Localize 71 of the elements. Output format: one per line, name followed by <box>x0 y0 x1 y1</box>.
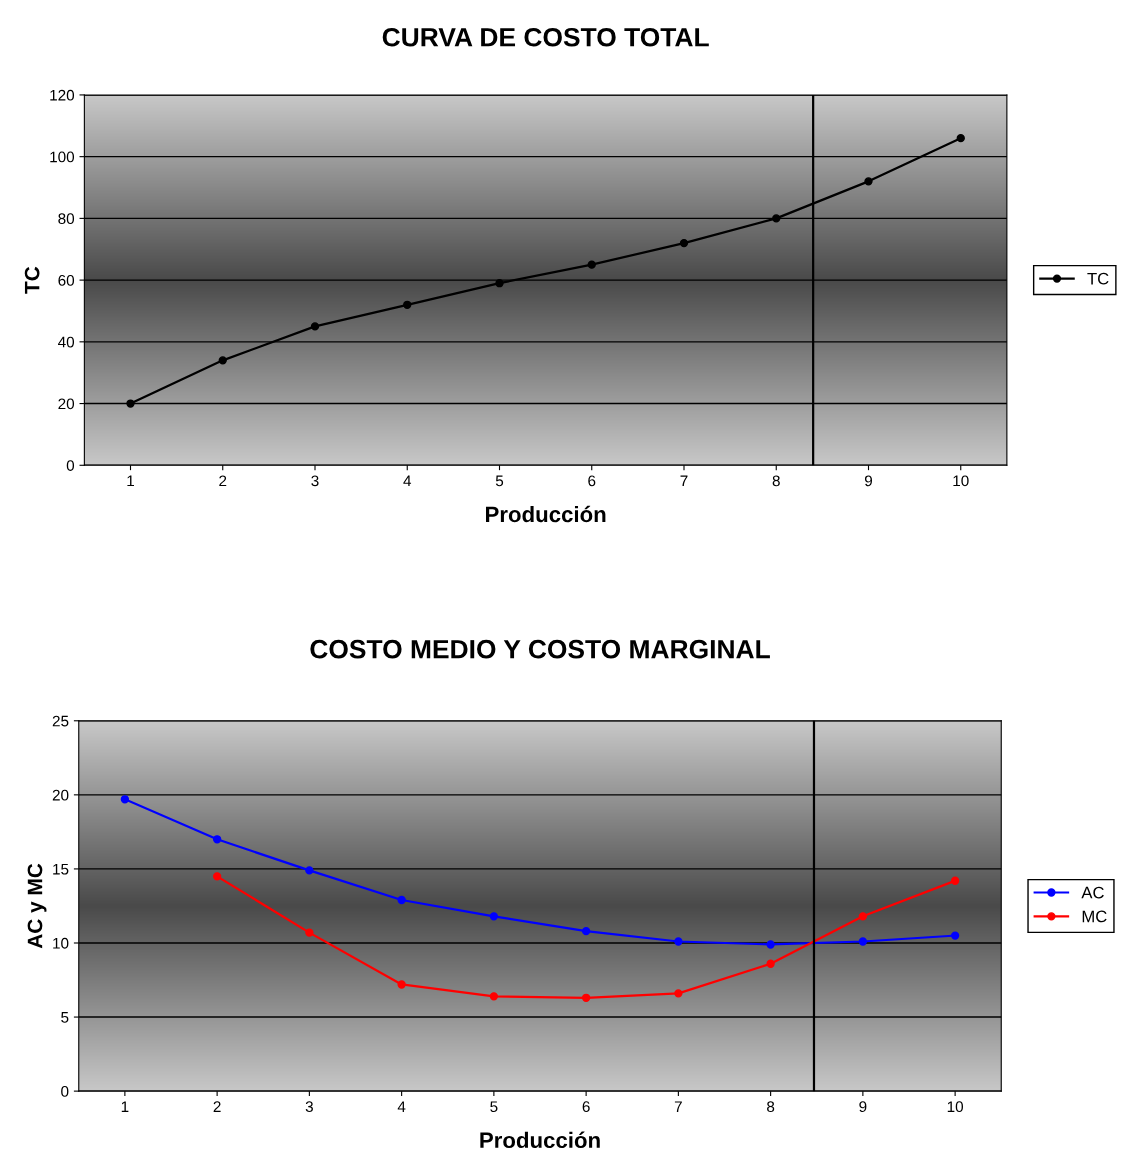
point <box>772 214 781 223</box>
y-tick-label: 80 <box>58 213 75 225</box>
point <box>305 928 314 937</box>
point <box>120 795 130 804</box>
legend-label: MC <box>1082 910 1107 923</box>
x-tick-label: 7 <box>680 475 688 487</box>
x-tick-label: 5 <box>490 1101 498 1113</box>
y-axis-title: AC y MC <box>27 863 47 949</box>
x-tick-label: 9 <box>859 1101 867 1113</box>
point <box>305 866 314 875</box>
x-tick-label: 8 <box>767 1101 775 1113</box>
point <box>310 322 320 331</box>
x-tick-label: 1 <box>127 475 134 487</box>
x-tick-label: 10 <box>953 475 969 487</box>
point <box>403 300 412 309</box>
legend-label: AC <box>1081 886 1104 899</box>
x-tick-label: 6 <box>582 1101 590 1113</box>
x-tick-label: 2 <box>213 1101 221 1112</box>
chart-title: CURVA DE COSTO TOTAL <box>382 27 709 47</box>
point <box>212 835 222 844</box>
y-tick-label: 120 <box>50 89 75 101</box>
y-tick-label: 5 <box>61 1012 69 1023</box>
y-tick-label: 20 <box>58 398 75 410</box>
x-tick-label: 8 <box>772 475 780 487</box>
x-tick-label: 10 <box>947 1101 964 1113</box>
x-tick-label: 4 <box>397 1101 406 1112</box>
point <box>581 926 591 936</box>
point <box>950 931 960 940</box>
point <box>766 959 775 968</box>
x-tick-label: 4 <box>403 475 412 487</box>
y-tick-label: 0 <box>66 460 75 471</box>
y-tick-label: 40 <box>58 336 75 348</box>
y-tick-label: 10 <box>53 937 69 949</box>
point <box>858 912 868 921</box>
x-tick-label: 3 <box>305 1101 313 1113</box>
y-tick-label: 100 <box>50 151 75 163</box>
point <box>858 937 868 946</box>
chart-title: COSTO MEDIO Y COSTO MARGINAL <box>310 639 770 659</box>
x-axis-title: Producción <box>486 505 606 523</box>
x-tick-label: 2 <box>219 475 227 487</box>
point <box>950 876 960 885</box>
point <box>864 177 873 186</box>
point <box>489 992 499 1001</box>
point <box>956 133 965 143</box>
x-tick-label: 3 <box>311 475 319 487</box>
point <box>397 895 406 905</box>
x-axis-title: Producción <box>480 1131 600 1149</box>
y-tick-label: 20 <box>52 789 69 801</box>
x-tick-label: 7 <box>674 1101 682 1112</box>
point <box>674 937 683 946</box>
point <box>489 912 499 921</box>
y-tick-label: 25 <box>52 715 69 727</box>
point <box>495 279 504 288</box>
point <box>581 993 591 1002</box>
point <box>674 989 683 998</box>
x-tick-label: 1 <box>121 1101 129 1112</box>
point <box>766 940 775 949</box>
point <box>126 399 135 408</box>
point <box>218 356 227 365</box>
y-tick-label: 15 <box>53 863 69 875</box>
x-tick-label: 5 <box>495 475 504 487</box>
point <box>679 238 689 248</box>
y-tick-label: 60 <box>58 274 75 286</box>
x-tick-label: 6 <box>588 475 596 487</box>
y-tick-label: 0 <box>61 1086 69 1097</box>
legend-label: TC <box>1087 272 1109 285</box>
point <box>212 872 222 881</box>
y-axis-title: TC <box>24 266 40 294</box>
point <box>397 980 406 989</box>
point <box>587 260 596 269</box>
x-tick-label: 9 <box>864 475 873 487</box>
